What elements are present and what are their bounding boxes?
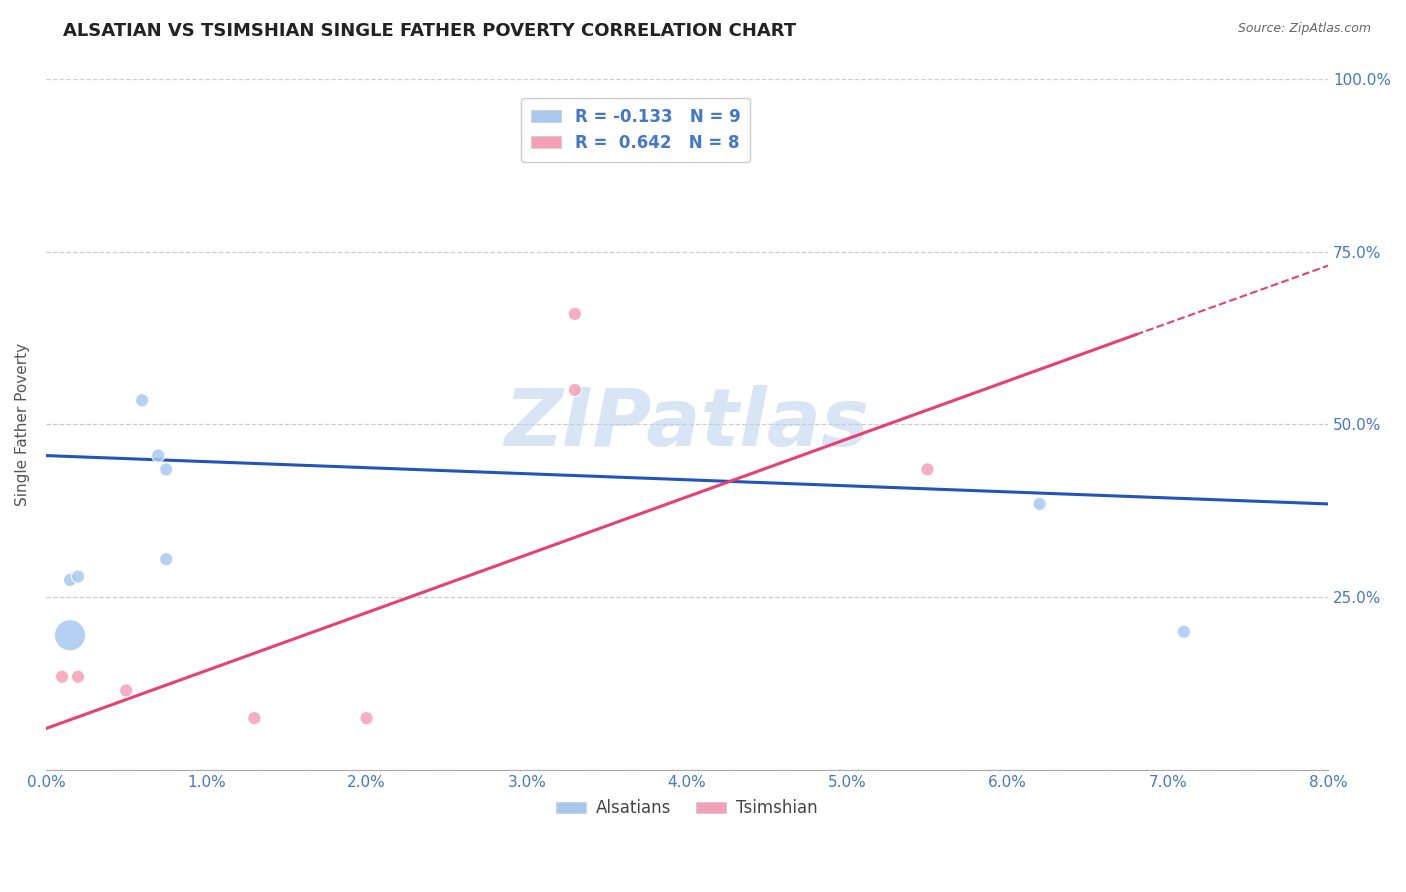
Point (115, 683, 138, 698)
Text: ZIPatlas: ZIPatlas (505, 385, 869, 464)
Text: Source: ZipAtlas.com: Source: ZipAtlas.com (1237, 22, 1371, 36)
Point (356, 711, 378, 725)
Point (155, 462, 177, 476)
Point (131, 393, 153, 408)
Point (1028, 497, 1050, 511)
Point (146, 449, 169, 463)
Point (66, 670, 89, 684)
Point (564, 383, 586, 397)
Point (59, 573, 82, 587)
Point (155, 552, 177, 566)
Y-axis label: Single Father Poverty: Single Father Poverty (15, 343, 30, 506)
Point (917, 462, 939, 476)
Text: ALSATIAN VS TSIMSHIAN SINGLE FATHER POVERTY CORRELATION CHART: ALSATIAN VS TSIMSHIAN SINGLE FATHER POVE… (63, 22, 796, 40)
Point (59, 628, 82, 642)
Point (51, 670, 73, 684)
Point (1173, 624, 1195, 639)
Point (243, 711, 266, 725)
Point (564, 307, 586, 321)
Point (66, 569, 89, 583)
Legend: Alsatians, Tsimshian: Alsatians, Tsimshian (550, 792, 825, 824)
